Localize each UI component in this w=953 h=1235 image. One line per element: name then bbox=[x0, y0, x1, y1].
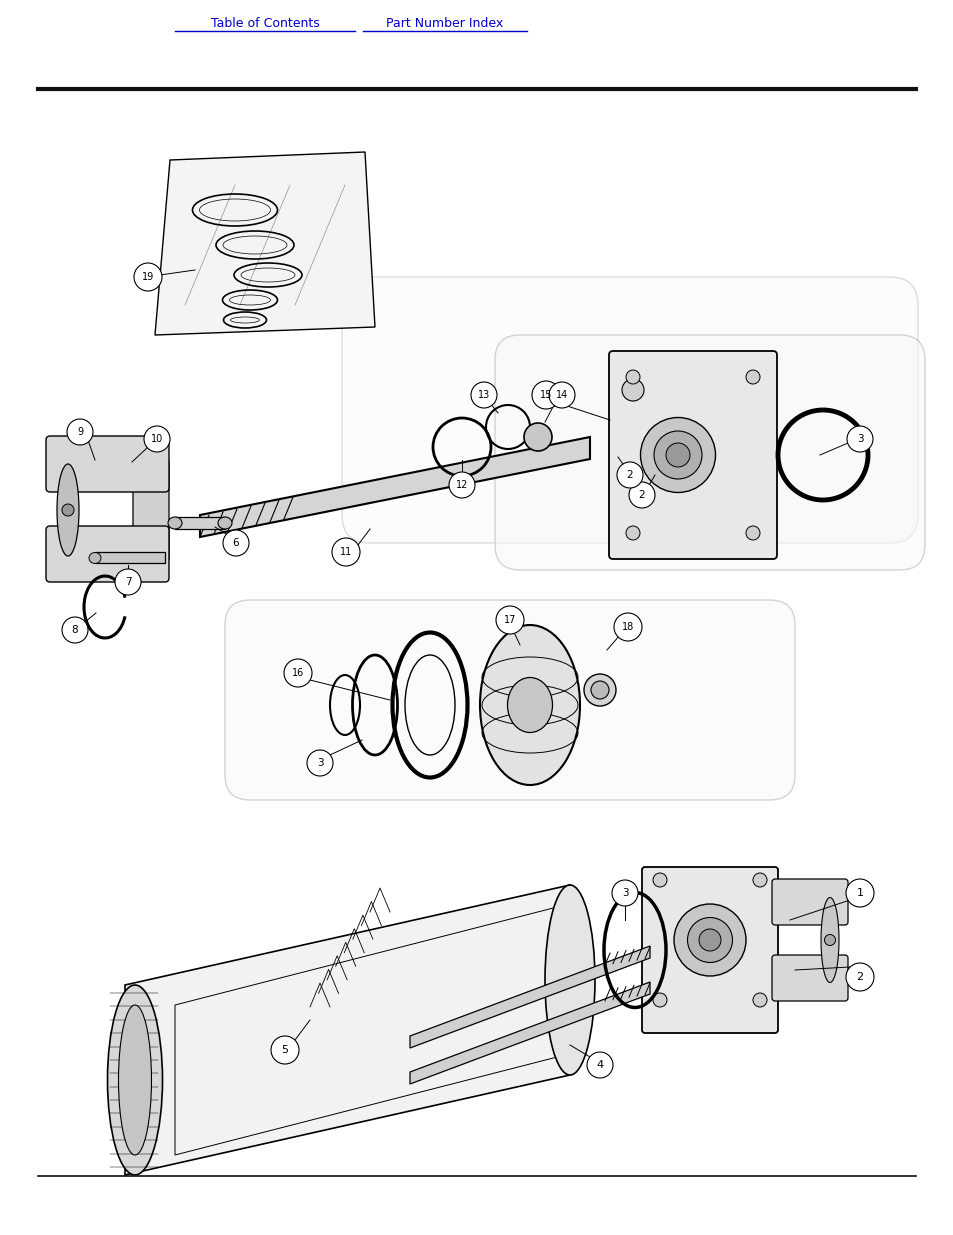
Circle shape bbox=[332, 538, 359, 566]
Circle shape bbox=[496, 606, 523, 634]
Text: 10: 10 bbox=[151, 433, 163, 445]
Ellipse shape bbox=[523, 424, 552, 451]
Ellipse shape bbox=[621, 379, 643, 401]
Text: 2: 2 bbox=[638, 490, 644, 500]
Circle shape bbox=[628, 482, 655, 508]
Ellipse shape bbox=[639, 417, 715, 493]
Ellipse shape bbox=[108, 986, 162, 1174]
Ellipse shape bbox=[687, 918, 732, 962]
FancyBboxPatch shape bbox=[608, 351, 776, 559]
Circle shape bbox=[449, 472, 475, 498]
Ellipse shape bbox=[590, 680, 608, 699]
Text: 15: 15 bbox=[539, 390, 552, 400]
FancyBboxPatch shape bbox=[132, 459, 169, 561]
Text: Part Number Index: Part Number Index bbox=[386, 17, 503, 30]
Polygon shape bbox=[125, 885, 569, 1174]
Circle shape bbox=[115, 569, 141, 595]
Text: 18: 18 bbox=[621, 622, 634, 632]
FancyBboxPatch shape bbox=[46, 526, 169, 582]
Circle shape bbox=[617, 462, 642, 488]
FancyBboxPatch shape bbox=[771, 955, 847, 1002]
Polygon shape bbox=[200, 437, 589, 537]
Polygon shape bbox=[174, 517, 225, 529]
Text: 16: 16 bbox=[292, 668, 304, 678]
Polygon shape bbox=[95, 552, 165, 563]
FancyBboxPatch shape bbox=[46, 436, 169, 492]
Text: 2: 2 bbox=[856, 972, 862, 982]
Ellipse shape bbox=[625, 526, 639, 540]
Text: 14: 14 bbox=[556, 390, 568, 400]
Ellipse shape bbox=[745, 370, 760, 384]
Text: 13: 13 bbox=[477, 390, 490, 400]
Circle shape bbox=[271, 1036, 298, 1065]
Circle shape bbox=[548, 382, 575, 408]
Ellipse shape bbox=[823, 935, 835, 946]
Circle shape bbox=[307, 750, 333, 776]
Circle shape bbox=[284, 659, 312, 687]
Circle shape bbox=[532, 382, 559, 409]
Ellipse shape bbox=[583, 674, 616, 706]
Ellipse shape bbox=[57, 464, 79, 556]
Ellipse shape bbox=[625, 370, 639, 384]
Text: 2: 2 bbox=[626, 471, 633, 480]
Text: 4: 4 bbox=[596, 1060, 603, 1070]
Text: 6: 6 bbox=[233, 538, 239, 548]
Text: 3: 3 bbox=[621, 888, 628, 898]
Ellipse shape bbox=[654, 431, 701, 479]
FancyBboxPatch shape bbox=[771, 879, 847, 925]
Text: 19: 19 bbox=[142, 272, 154, 282]
Text: 3: 3 bbox=[856, 433, 862, 445]
Ellipse shape bbox=[752, 873, 766, 887]
FancyBboxPatch shape bbox=[495, 335, 924, 571]
Ellipse shape bbox=[821, 898, 838, 983]
Text: 9: 9 bbox=[77, 427, 83, 437]
Text: 17: 17 bbox=[503, 615, 516, 625]
Text: 3: 3 bbox=[316, 758, 323, 768]
Circle shape bbox=[845, 963, 873, 990]
Circle shape bbox=[614, 613, 641, 641]
FancyBboxPatch shape bbox=[225, 600, 794, 800]
Ellipse shape bbox=[118, 1005, 152, 1155]
FancyBboxPatch shape bbox=[641, 867, 778, 1032]
Text: 11: 11 bbox=[339, 547, 352, 557]
Ellipse shape bbox=[745, 526, 760, 540]
Ellipse shape bbox=[752, 993, 766, 1007]
Ellipse shape bbox=[479, 625, 579, 785]
Circle shape bbox=[133, 263, 162, 291]
Ellipse shape bbox=[507, 678, 552, 732]
Text: 7: 7 bbox=[125, 577, 132, 587]
FancyBboxPatch shape bbox=[341, 277, 917, 543]
Circle shape bbox=[612, 881, 638, 906]
Ellipse shape bbox=[673, 904, 745, 976]
Circle shape bbox=[223, 530, 249, 556]
Text: 12: 12 bbox=[456, 480, 468, 490]
Ellipse shape bbox=[652, 993, 666, 1007]
Polygon shape bbox=[410, 946, 649, 1049]
Circle shape bbox=[67, 419, 92, 445]
Polygon shape bbox=[410, 982, 649, 1084]
Text: Table of Contents: Table of Contents bbox=[211, 17, 319, 30]
Ellipse shape bbox=[652, 873, 666, 887]
Ellipse shape bbox=[168, 517, 182, 529]
Ellipse shape bbox=[218, 517, 232, 529]
Text: 1: 1 bbox=[856, 888, 862, 898]
Ellipse shape bbox=[665, 443, 689, 467]
Ellipse shape bbox=[62, 504, 74, 516]
Ellipse shape bbox=[699, 929, 720, 951]
Circle shape bbox=[62, 618, 88, 643]
Circle shape bbox=[471, 382, 497, 408]
Circle shape bbox=[846, 426, 872, 452]
Circle shape bbox=[144, 426, 170, 452]
Ellipse shape bbox=[89, 552, 101, 563]
Ellipse shape bbox=[544, 885, 595, 1074]
Polygon shape bbox=[154, 152, 375, 335]
Circle shape bbox=[586, 1052, 613, 1078]
Text: 8: 8 bbox=[71, 625, 78, 635]
Circle shape bbox=[845, 879, 873, 906]
Text: 5: 5 bbox=[281, 1045, 288, 1055]
